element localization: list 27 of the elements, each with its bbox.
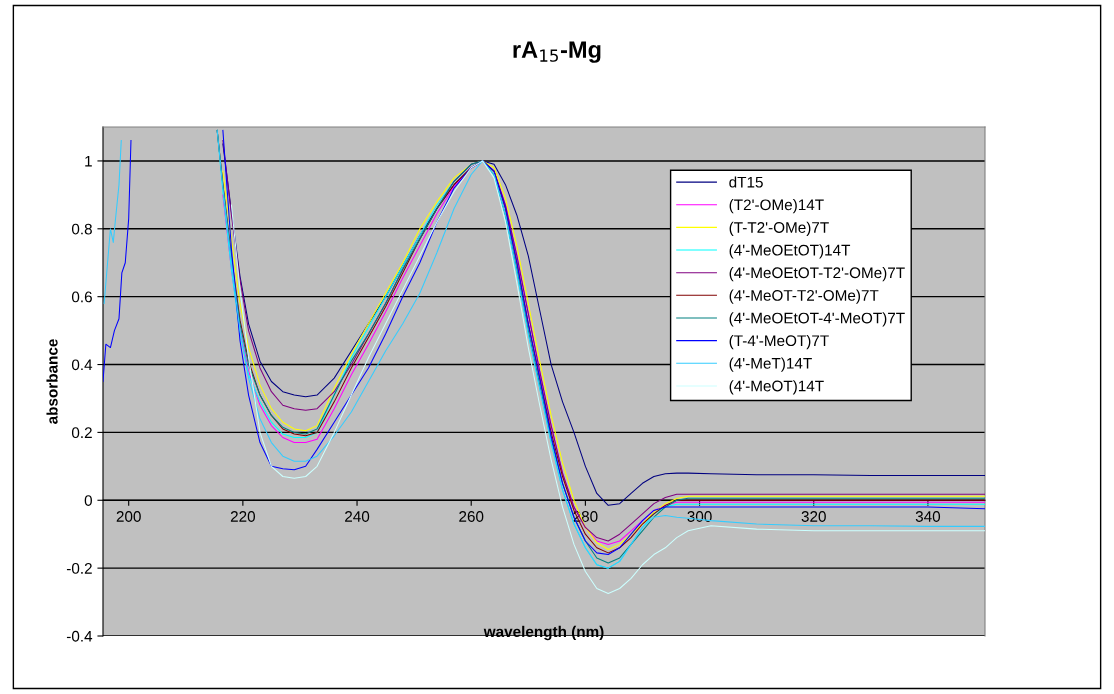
y-tick-label: -0.4 xyxy=(66,630,93,642)
y-tick-label: 1 xyxy=(85,155,92,167)
y-tick-label: 0.2 xyxy=(71,427,92,439)
legend-label: (4'-MeOEtOT-T2'-OMe)7T xyxy=(729,266,905,282)
y-tick-label: 0.4 xyxy=(71,359,93,371)
x-tick-label: 340 xyxy=(915,511,941,522)
x-tick-label: 260 xyxy=(459,511,484,522)
legend-label: (4'-MeOEtOT)14T xyxy=(729,244,851,259)
legend-label: dT15 xyxy=(729,176,763,188)
y-tick-label: -0.2 xyxy=(66,563,92,574)
x-tick-label: 200 xyxy=(116,511,141,522)
y-axis-title: absorbance xyxy=(46,339,58,424)
legend-label: (T-4'-MeOT)7T xyxy=(729,334,829,350)
legend-label: (4'-MeOT)14T xyxy=(729,380,824,395)
y-tick-label: 0 xyxy=(84,495,92,506)
x-tick-label: 320 xyxy=(801,511,826,522)
legend-label: (T-T2'-OMe)7T xyxy=(729,221,829,236)
y-tick-label: 0.6 xyxy=(71,291,92,303)
y-tick-label: 0.8 xyxy=(71,223,92,235)
legend-label: (4'-MeOEtOT-4'-MeOT)7T xyxy=(729,312,905,327)
x-tick-label: 220 xyxy=(230,511,256,522)
legend-label: (4'-MeOT-T2'-OMe)7T xyxy=(729,289,879,304)
legend-label: (4'-MeT)14T xyxy=(729,357,812,372)
x-tick-label: 240 xyxy=(345,511,370,522)
chart-title: rA$_{15}$-Mg xyxy=(513,41,601,63)
legend-label: (T2'-OMe)14T xyxy=(729,199,824,214)
x-tick-label: 300 xyxy=(687,511,712,522)
